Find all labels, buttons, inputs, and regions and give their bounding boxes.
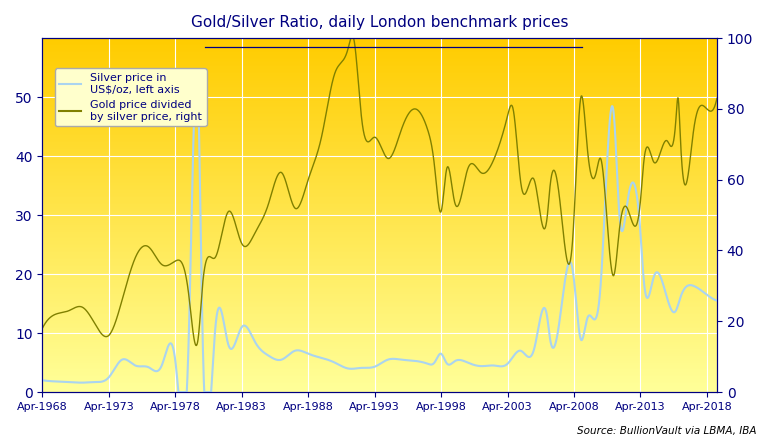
Legend: Silver price in
US$/oz, left axis, Gold price divided
by silver price, right: Silver price in US$/oz, left axis, Gold … (55, 69, 207, 126)
Text: Source: BullionVault via LBMA, IBA: Source: BullionVault via LBMA, IBA (577, 425, 756, 436)
Title: Gold/Silver Ratio, daily London benchmark prices: Gold/Silver Ratio, daily London benchmar… (191, 15, 568, 30)
